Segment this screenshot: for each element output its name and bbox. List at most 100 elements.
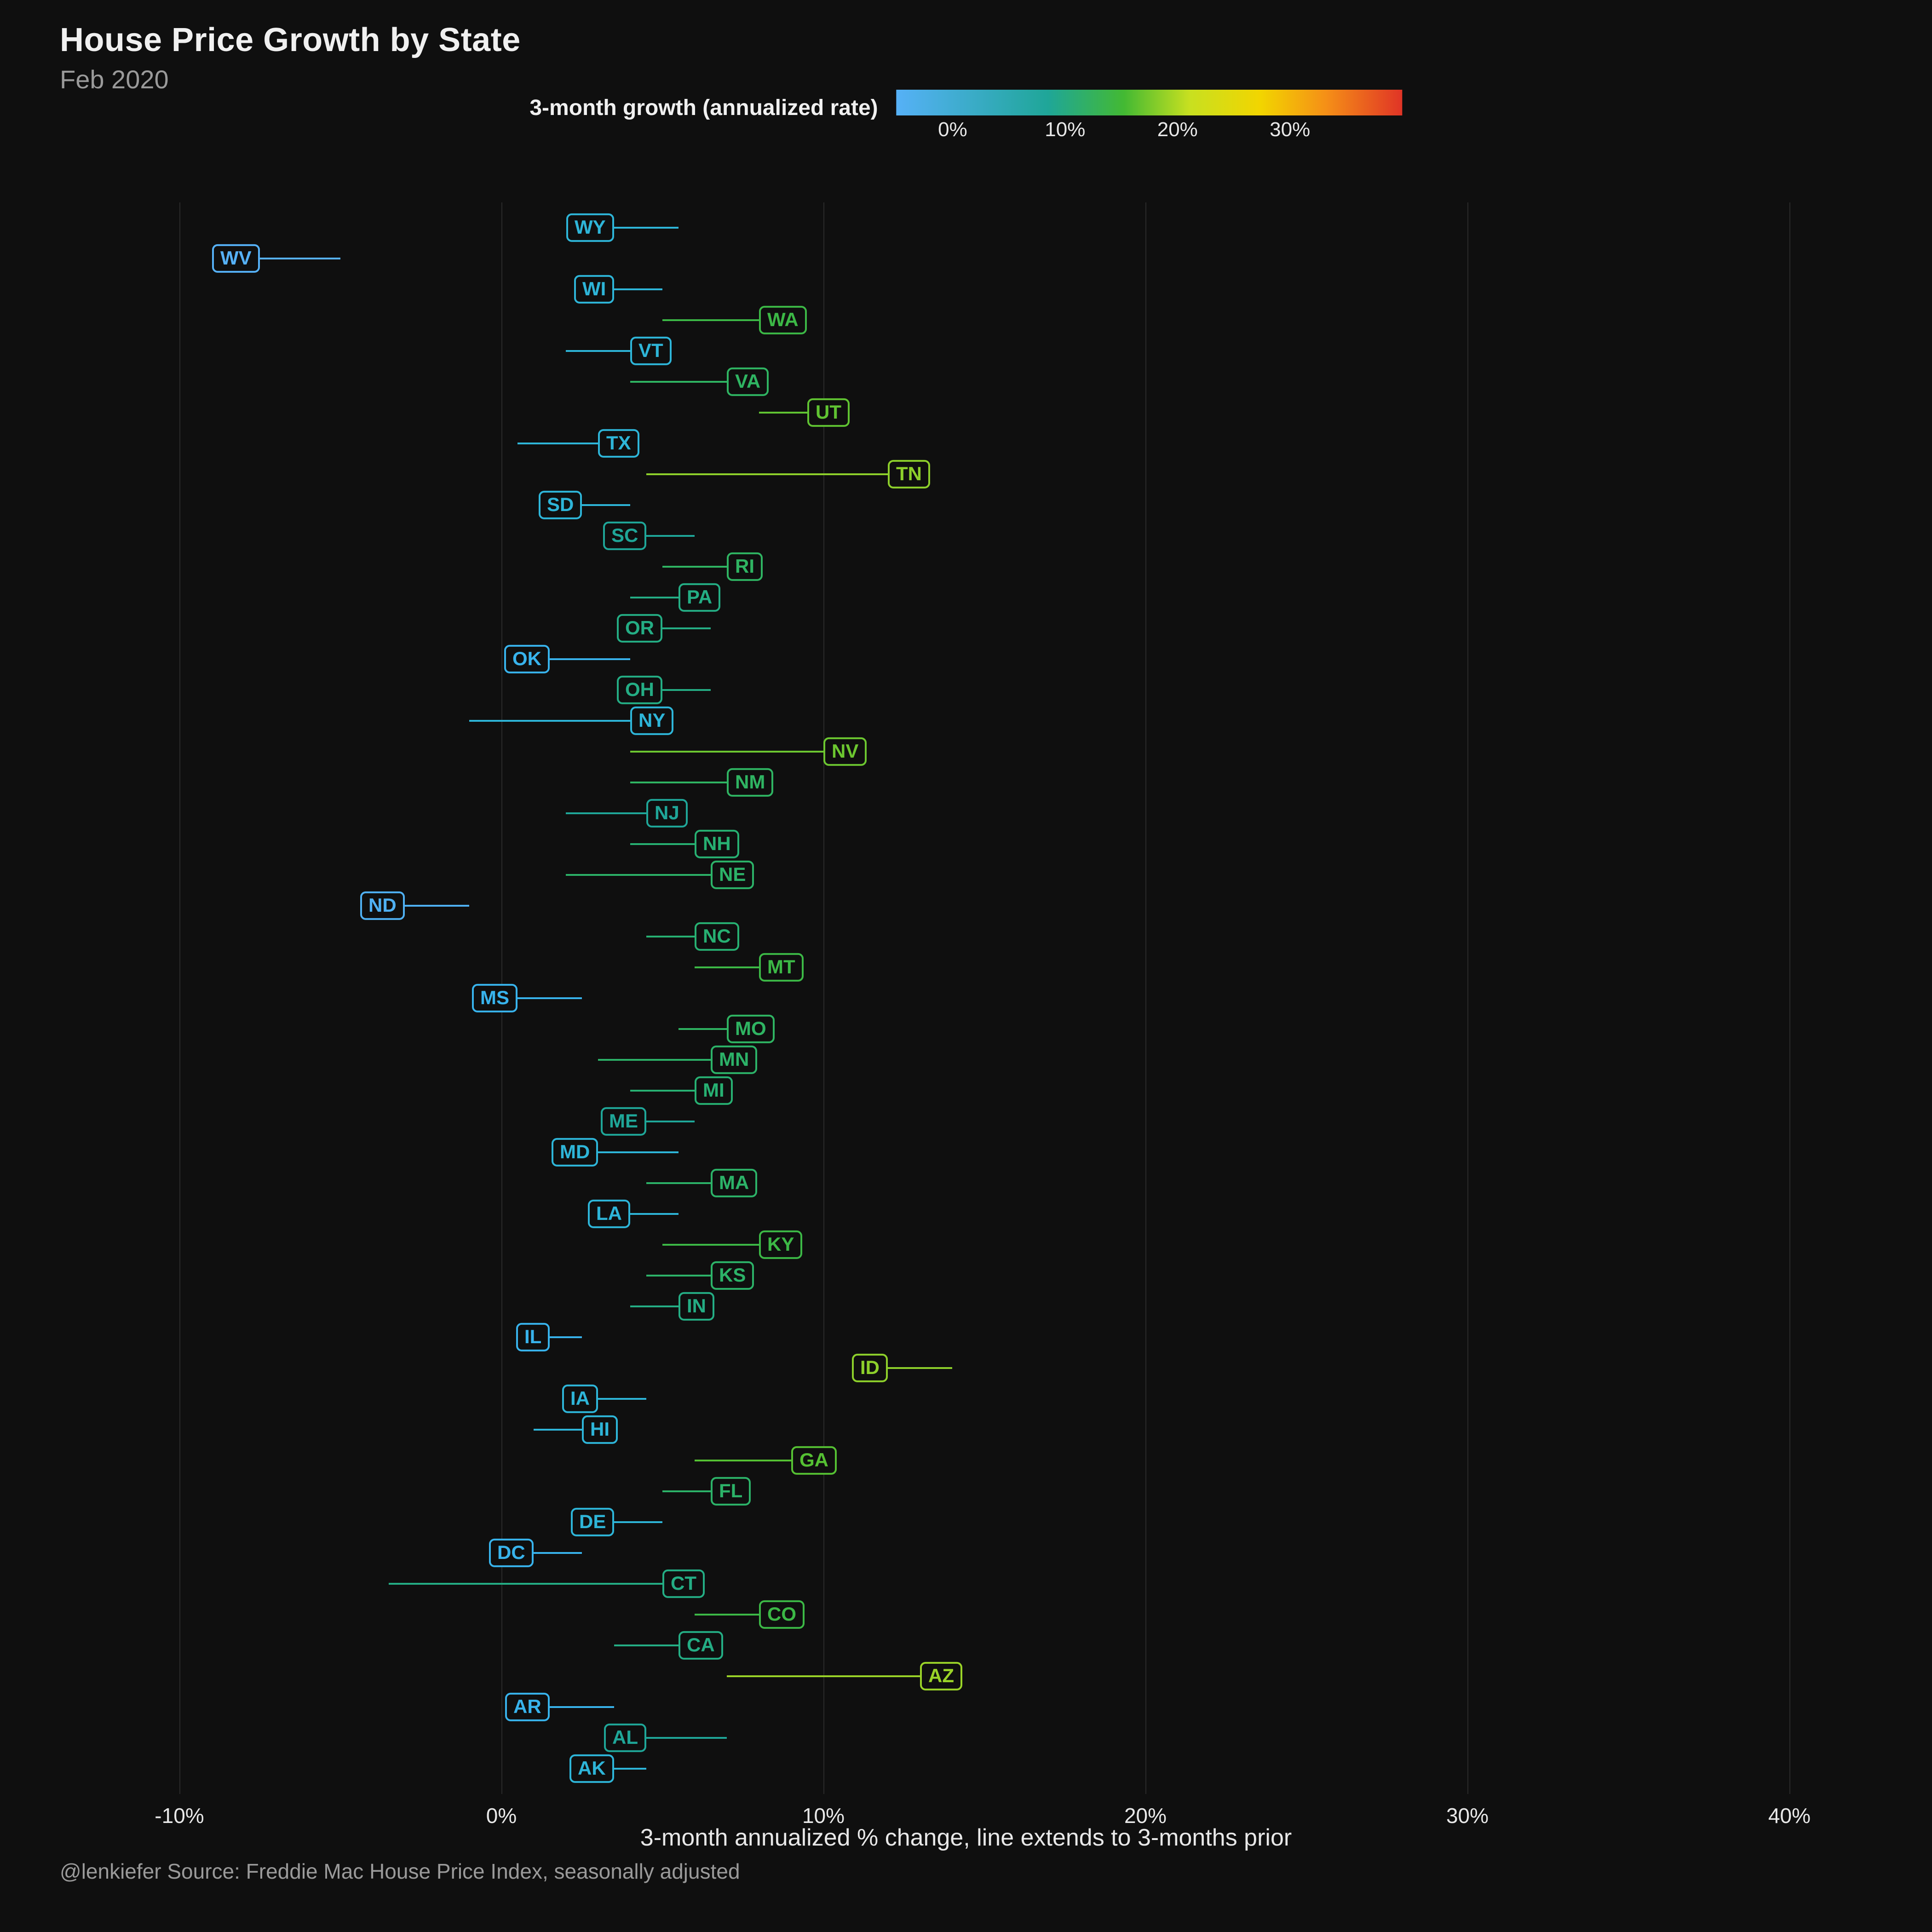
range-line (614, 1521, 662, 1523)
legend-title: 3-month growth (annualized rate) (529, 95, 878, 121)
gridline (179, 202, 180, 1794)
state-label-box: RI (727, 552, 763, 581)
state-label-box: MN (711, 1046, 757, 1074)
caption: @lenkiefer Source: Freddie Mac House Pri… (60, 1859, 740, 1884)
range-line (534, 1429, 582, 1431)
state-label-box: CT (662, 1570, 705, 1598)
range-line (518, 997, 582, 999)
range-line (260, 258, 340, 259)
range-line (598, 1059, 711, 1061)
state-label-box: AK (569, 1754, 614, 1783)
state-label-box: TX (598, 429, 639, 458)
range-line (389, 1583, 662, 1585)
range-line (534, 1552, 582, 1554)
state-label-box: VA (727, 368, 769, 396)
range-line (695, 1614, 759, 1616)
state-label-box: PA (678, 583, 720, 612)
state-label-box: SD (539, 491, 582, 519)
range-line (598, 1151, 678, 1153)
range-line (888, 1367, 952, 1369)
gridline (823, 202, 824, 1794)
range-line (662, 627, 711, 629)
state-label-box: IN (678, 1292, 714, 1321)
state-label-box: OH (617, 676, 662, 704)
range-line (646, 1121, 695, 1122)
range-line (518, 443, 598, 444)
state-label-box: MS (472, 984, 518, 1012)
state-label-box: NY (630, 707, 673, 735)
legend-gradient-bar (897, 90, 1403, 115)
state-label-box: HI (582, 1415, 618, 1444)
legend-tick: 30% (1270, 118, 1310, 141)
range-line (646, 1275, 711, 1276)
state-label-box: OK (504, 645, 550, 673)
range-line (695, 1460, 791, 1461)
state-label-box: ME (601, 1107, 646, 1136)
legend-tick: 0% (938, 118, 967, 141)
range-line (646, 535, 695, 537)
state-label-box: DC (489, 1539, 534, 1567)
range-line (469, 720, 630, 722)
range-line (566, 812, 646, 814)
range-line (614, 1644, 678, 1646)
state-label-box: WV (212, 244, 260, 273)
state-label-box: NV (823, 737, 867, 766)
state-label-box: NM (727, 768, 773, 797)
range-line (550, 1336, 582, 1338)
chart-title: House Price Growth by State (60, 21, 521, 59)
range-line (566, 874, 711, 876)
color-legend: 3-month growth (annualized rate) 0%10%20… (529, 90, 1402, 138)
range-line (614, 288, 662, 290)
range-line (695, 966, 759, 968)
chart-root: House Price Growth by State Feb 2020 3-m… (0, 0, 1932, 1932)
state-label-box: WI (574, 275, 614, 304)
range-line (662, 689, 711, 691)
range-line (630, 782, 727, 783)
range-line (630, 751, 823, 753)
range-line (550, 658, 630, 660)
state-label-box: DE (571, 1508, 614, 1536)
plot-area: -10%0%10%20%30%40%WYWVWIWAVTVAUTTXTNSDSC… (115, 202, 1854, 1794)
range-line (630, 843, 695, 845)
state-label-box: MA (711, 1169, 757, 1197)
state-label-box: SC (603, 522, 646, 550)
state-label-box: ID (852, 1354, 888, 1382)
state-label-box: IA (562, 1385, 598, 1413)
state-label-box: MT (759, 953, 804, 982)
state-label-box: AL (604, 1724, 646, 1752)
range-line (630, 597, 678, 598)
range-line (646, 473, 888, 475)
chart-subtitle: Feb 2020 (60, 64, 169, 94)
x-tick-label: -10% (155, 1803, 204, 1828)
state-label-box: NH (695, 830, 739, 858)
state-label-box: AZ (920, 1662, 962, 1690)
range-line (630, 1090, 695, 1092)
range-line (646, 1182, 711, 1184)
state-label-box: NC (695, 922, 739, 951)
range-line (662, 566, 727, 568)
legend-scale: 0%10%20%30% (897, 90, 1403, 138)
range-line (614, 227, 678, 229)
range-line (405, 905, 469, 907)
gridline (1145, 202, 1146, 1794)
state-label-box: KY (759, 1230, 802, 1259)
range-line (630, 381, 727, 383)
range-line (646, 1737, 727, 1739)
x-tick-label: 30% (1446, 1803, 1489, 1828)
state-label-box: VT (630, 337, 672, 365)
x-axis-title: 3-month annualized % change, line extend… (640, 1824, 1292, 1852)
range-line (759, 412, 807, 414)
state-label-box: AR (505, 1693, 550, 1721)
state-label-box: FL (711, 1477, 751, 1506)
range-line (582, 504, 630, 506)
state-label-box: LA (588, 1200, 630, 1228)
state-label-box: WA (759, 306, 807, 334)
state-label-box: OR (617, 614, 662, 643)
state-label-box: ND (360, 891, 405, 920)
range-line (630, 1305, 678, 1307)
state-label-box: MO (727, 1015, 775, 1043)
state-label-box: MI (695, 1076, 733, 1105)
state-label-box: UT (807, 398, 850, 427)
range-line (646, 936, 695, 937)
range-line (630, 1213, 678, 1215)
